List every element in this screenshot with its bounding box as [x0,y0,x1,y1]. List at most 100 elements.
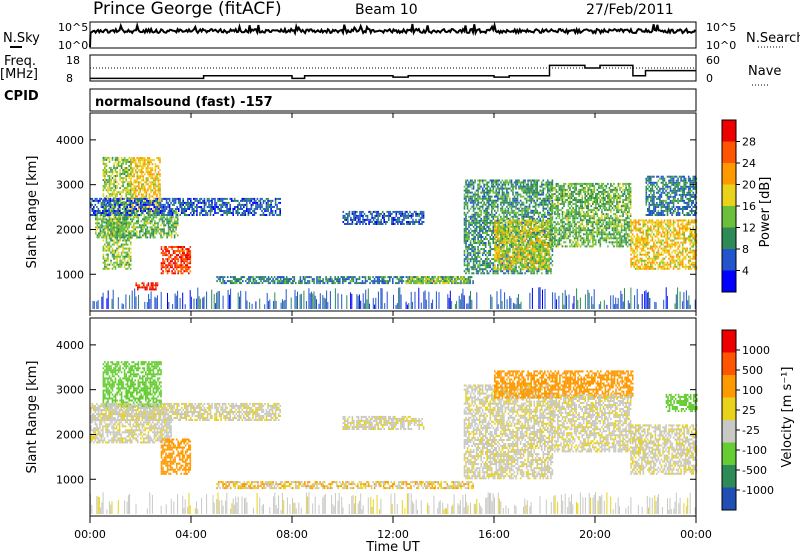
heatmap-cell [156,284,159,287]
heatmap-cell [167,214,169,216]
heatmap-cell [185,203,187,206]
heatmap-cell [501,244,504,246]
heatmap-cell [99,226,102,229]
heatmap-cell [279,214,281,216]
heatmap-cell [475,242,478,244]
heatmap-cell [468,185,470,188]
heatmap-cell [477,236,479,238]
heatmap-cell [96,234,99,237]
heatmap-cell [498,179,501,182]
heatmap-cell [105,259,108,262]
heatmap-cell [273,282,276,285]
heatmap-cell [101,230,103,233]
heatmap-cell [235,210,237,212]
heatmap-cell [179,203,181,206]
heatmap-cell [515,203,517,206]
heatmap-cell [342,221,345,223]
heatmap-cell [178,250,181,253]
heatmap-cell [96,197,98,200]
heatmap-cell [495,270,498,273]
heatmap-cell [541,191,543,194]
heatmap-cell [471,205,473,208]
heatmap-cell [110,226,112,229]
heatmap-cell [171,270,173,273]
heatmap-cell [382,280,385,283]
heatmap-cell [114,241,117,244]
heatmap-cell [183,250,185,253]
heatmap-cell [501,264,504,267]
heatmap-cell [104,261,106,264]
heatmap-cell [113,239,115,242]
heatmap-cell [530,258,532,261]
heatmap-cell [426,280,429,283]
heatmap-cell [435,282,438,285]
heatmap-cell [349,276,352,279]
heatmap-cell [138,207,140,210]
heatmap-cell [252,214,254,216]
heatmap-cell [468,246,470,248]
heatmap-cell [175,264,178,267]
heatmap-cell [253,197,256,200]
heatmap-cell [534,234,537,236]
heatmap-cell [492,191,495,194]
heatmap-cell [531,217,534,220]
heatmap-cell [355,280,358,283]
heatmap-cell [504,201,507,204]
heatmap-cell [472,242,475,244]
heatmap-cell [285,282,288,285]
heatmap-cell [173,212,176,215]
heatmap-cell [401,210,404,213]
heatmap-cell [510,183,513,186]
heatmap-cell [498,187,501,190]
heatmap-cell [154,187,157,190]
heatmap-cell [126,197,128,200]
heatmap-cell [484,262,487,265]
heatmap-cell [521,240,523,242]
heatmap-cell [480,209,482,212]
heatmap-cell [142,183,145,186]
heatmap-cell [93,206,95,208]
heatmap-cell [492,201,495,204]
heatmap-cell [129,197,131,200]
heatmap-cell [144,189,146,192]
heatmap-cell [376,278,379,281]
heatmap-cell [121,201,124,204]
heatmap-cell [156,212,159,214]
heatmap-cell [141,159,143,162]
heatmap-cell [184,248,187,251]
heatmap-cell [157,230,159,233]
heatmap-cell [382,276,385,279]
heatmap-cell [102,261,105,264]
heatmap-cell [401,212,404,215]
heatmap-cell [141,187,143,190]
heatmap-cell [165,206,168,208]
heatmap-cell [134,187,137,190]
heatmap-cell [384,214,387,217]
heatmap-cell [542,205,545,208]
heatmap-cell [205,203,207,206]
heatmap-cell [168,268,170,271]
heatmap-cell [425,282,427,285]
heatmap-cell [105,208,107,210]
heatmap-cell [152,228,155,231]
heatmap-cell [364,282,367,285]
heatmap-cell [472,262,475,265]
heatmap-cell [177,199,180,202]
heatmap-cell [545,215,548,218]
heatmap-cell [126,160,129,163]
heatmap-cell [117,230,120,233]
heatmap-cell [448,282,450,285]
heatmap-cell [223,276,226,279]
heatmap-cell [249,280,252,283]
heatmap-cell [515,268,517,271]
heatmap-cell [100,203,103,206]
heatmap-cell [537,248,540,251]
heatmap-cell [465,256,467,259]
heatmap-cell [489,191,492,194]
heatmap-cell [246,282,249,285]
heatmap-cell [176,222,179,225]
heatmap-cell [547,209,549,212]
heatmap-cell [541,201,543,204]
heatmap-cell [151,228,153,231]
heatmap-cell [134,228,136,231]
